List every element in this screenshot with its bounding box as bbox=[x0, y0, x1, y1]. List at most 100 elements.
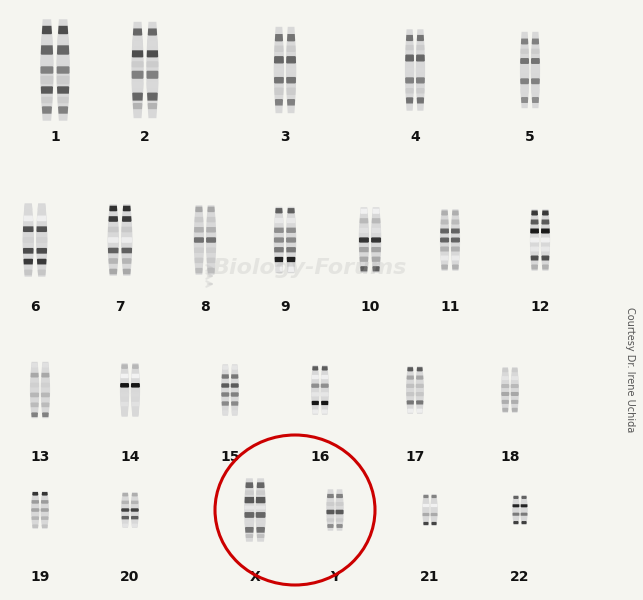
Polygon shape bbox=[208, 259, 215, 262]
Polygon shape bbox=[256, 479, 265, 541]
Polygon shape bbox=[38, 216, 46, 221]
Polygon shape bbox=[406, 68, 413, 71]
Polygon shape bbox=[531, 220, 538, 224]
Polygon shape bbox=[451, 247, 459, 251]
Polygon shape bbox=[122, 403, 128, 406]
Polygon shape bbox=[431, 505, 437, 506]
Polygon shape bbox=[147, 82, 158, 88]
Polygon shape bbox=[222, 384, 228, 387]
Polygon shape bbox=[131, 364, 140, 416]
Polygon shape bbox=[502, 401, 508, 403]
Polygon shape bbox=[42, 87, 52, 93]
Polygon shape bbox=[417, 46, 424, 50]
Polygon shape bbox=[431, 514, 437, 515]
Polygon shape bbox=[58, 46, 69, 54]
Polygon shape bbox=[257, 483, 264, 487]
Polygon shape bbox=[32, 492, 39, 528]
Polygon shape bbox=[288, 268, 294, 271]
Polygon shape bbox=[195, 248, 203, 252]
Polygon shape bbox=[123, 494, 127, 496]
Text: 16: 16 bbox=[311, 450, 330, 464]
Polygon shape bbox=[521, 39, 527, 44]
Polygon shape bbox=[257, 527, 264, 532]
Polygon shape bbox=[276, 35, 282, 41]
Polygon shape bbox=[132, 494, 137, 496]
Polygon shape bbox=[336, 511, 343, 514]
Polygon shape bbox=[275, 68, 283, 72]
Polygon shape bbox=[312, 401, 318, 404]
Polygon shape bbox=[373, 267, 379, 271]
Polygon shape bbox=[57, 76, 69, 83]
Polygon shape bbox=[208, 269, 214, 272]
Polygon shape bbox=[109, 248, 118, 253]
Polygon shape bbox=[322, 376, 328, 379]
Polygon shape bbox=[275, 77, 283, 83]
Text: 2: 2 bbox=[140, 130, 150, 144]
Polygon shape bbox=[521, 496, 527, 524]
Text: 12: 12 bbox=[530, 300, 550, 314]
Polygon shape bbox=[407, 393, 413, 395]
Polygon shape bbox=[521, 514, 527, 515]
Text: Courtesy Dr. Irene Uchida: Courtesy Dr. Irene Uchida bbox=[625, 307, 635, 433]
Polygon shape bbox=[257, 491, 264, 494]
Polygon shape bbox=[416, 367, 423, 413]
Polygon shape bbox=[532, 49, 539, 53]
Polygon shape bbox=[531, 247, 538, 251]
Polygon shape bbox=[406, 46, 413, 50]
Polygon shape bbox=[148, 93, 157, 100]
Polygon shape bbox=[275, 46, 283, 51]
Polygon shape bbox=[275, 228, 283, 232]
Polygon shape bbox=[423, 514, 429, 515]
Polygon shape bbox=[42, 501, 48, 503]
Polygon shape bbox=[132, 502, 138, 503]
Polygon shape bbox=[513, 496, 519, 524]
Polygon shape bbox=[512, 369, 517, 371]
Polygon shape bbox=[322, 410, 327, 413]
Polygon shape bbox=[417, 30, 424, 110]
Polygon shape bbox=[122, 493, 129, 527]
Polygon shape bbox=[132, 82, 143, 88]
Polygon shape bbox=[31, 362, 39, 418]
Polygon shape bbox=[417, 376, 422, 379]
Polygon shape bbox=[372, 248, 380, 251]
Polygon shape bbox=[372, 229, 380, 232]
Polygon shape bbox=[521, 59, 529, 63]
Polygon shape bbox=[41, 362, 50, 418]
Polygon shape bbox=[511, 385, 518, 388]
Polygon shape bbox=[543, 265, 548, 269]
Polygon shape bbox=[327, 503, 334, 505]
Polygon shape bbox=[122, 365, 127, 368]
Polygon shape bbox=[246, 491, 253, 494]
Polygon shape bbox=[149, 29, 156, 35]
Polygon shape bbox=[132, 517, 138, 518]
Polygon shape bbox=[245, 497, 253, 503]
Polygon shape bbox=[372, 238, 381, 242]
Polygon shape bbox=[134, 29, 141, 35]
Polygon shape bbox=[132, 365, 138, 368]
Polygon shape bbox=[232, 366, 237, 369]
Polygon shape bbox=[149, 104, 156, 109]
Polygon shape bbox=[360, 229, 368, 232]
Polygon shape bbox=[132, 374, 139, 377]
Polygon shape bbox=[423, 495, 429, 525]
Polygon shape bbox=[360, 219, 368, 223]
Polygon shape bbox=[336, 519, 343, 521]
Polygon shape bbox=[543, 211, 548, 215]
Polygon shape bbox=[57, 60, 69, 64]
Polygon shape bbox=[41, 492, 48, 528]
Polygon shape bbox=[207, 238, 215, 242]
Polygon shape bbox=[42, 97, 52, 103]
Polygon shape bbox=[275, 88, 283, 94]
Polygon shape bbox=[313, 367, 318, 370]
Polygon shape bbox=[336, 503, 343, 505]
Polygon shape bbox=[232, 411, 237, 414]
Polygon shape bbox=[147, 71, 158, 78]
Polygon shape bbox=[257, 521, 265, 524]
Polygon shape bbox=[453, 265, 458, 269]
Polygon shape bbox=[122, 502, 129, 503]
Polygon shape bbox=[407, 35, 412, 40]
Polygon shape bbox=[287, 100, 294, 105]
Polygon shape bbox=[417, 89, 424, 93]
Polygon shape bbox=[521, 32, 529, 107]
Polygon shape bbox=[37, 248, 46, 253]
